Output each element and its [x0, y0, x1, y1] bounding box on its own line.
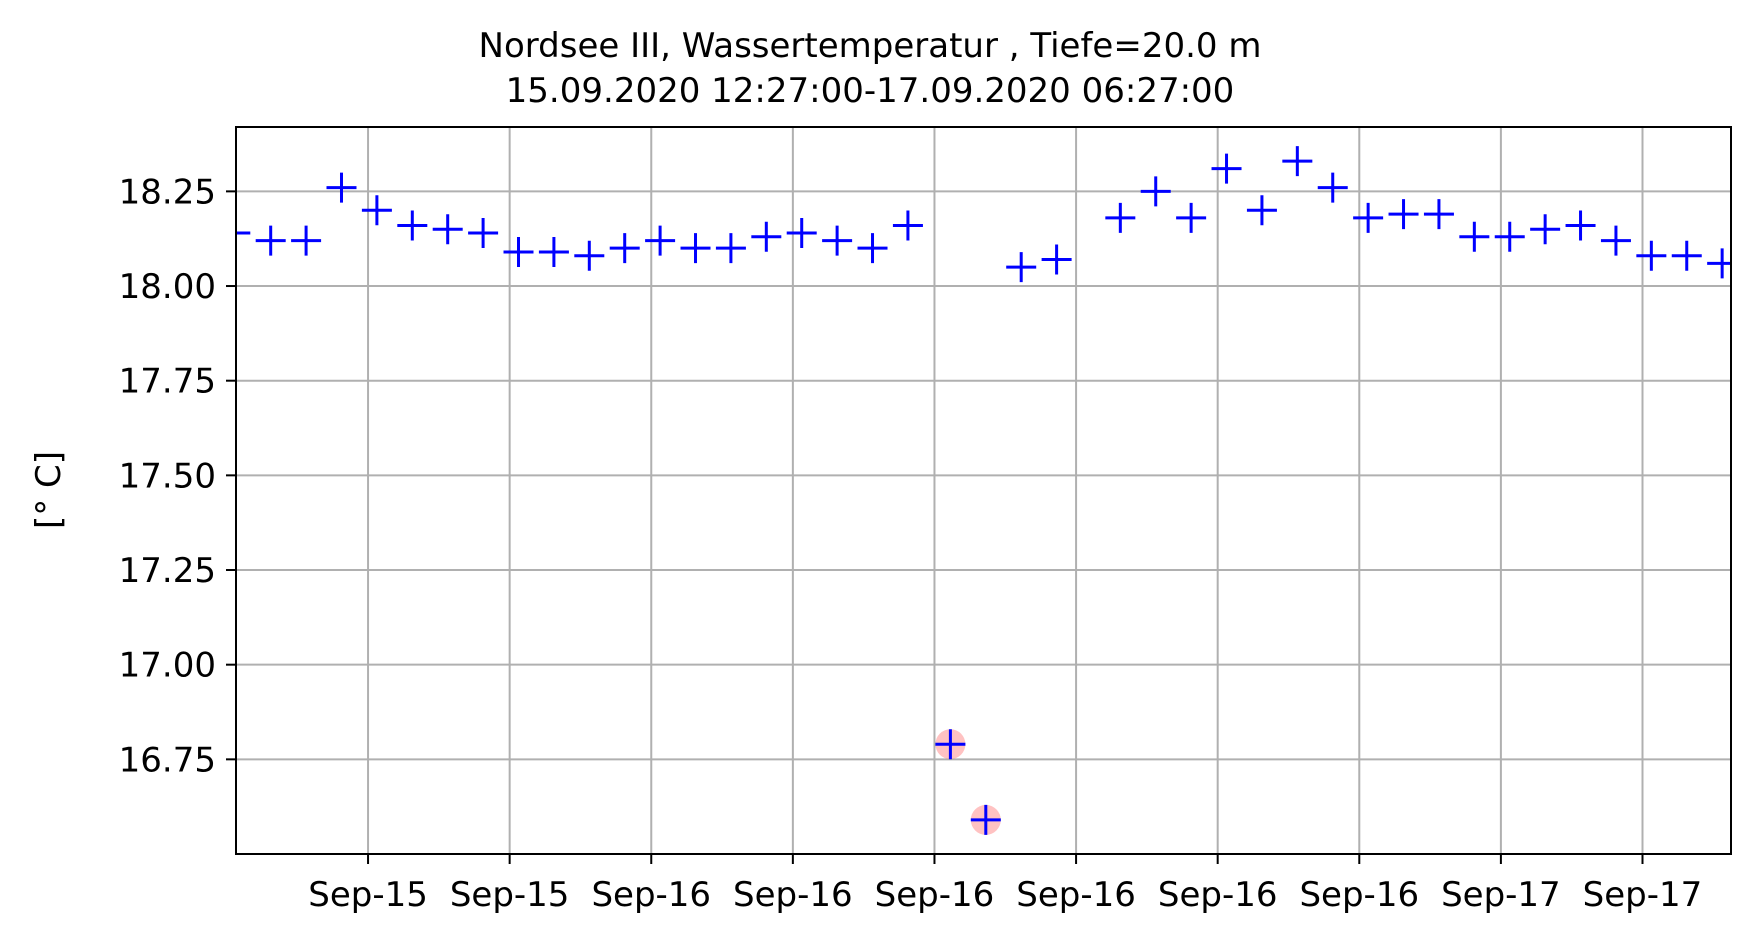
data-point — [1246, 195, 1277, 226]
data-point — [291, 225, 322, 256]
y-tick-label: 18.00 — [119, 267, 216, 307]
y-tick-label: 17.25 — [119, 551, 216, 591]
data-point — [970, 804, 1001, 835]
x-tick-label: Sep-16 — [875, 875, 995, 915]
data-point — [1041, 244, 1072, 275]
y-tick-label: 16.75 — [119, 740, 216, 780]
data-point — [1530, 214, 1561, 245]
y-tick-label: 17.75 — [119, 362, 216, 402]
data-point — [857, 233, 888, 264]
data-point — [574, 240, 605, 271]
data-point — [1494, 221, 1525, 252]
data-points — [236, 146, 1731, 835]
data-point — [1565, 210, 1596, 241]
data-point — [609, 233, 640, 264]
data-point — [1707, 248, 1731, 279]
grid — [236, 127, 1731, 854]
data-point — [1282, 146, 1313, 177]
data-point — [680, 233, 711, 264]
x-tick-label: Sep-16 — [591, 875, 711, 915]
data-point — [1636, 240, 1667, 271]
y-axis-label: [° C] — [29, 451, 69, 529]
data-point — [1105, 202, 1136, 233]
x-tick-label: Sep-16 — [1016, 875, 1136, 915]
data-point — [1006, 252, 1037, 283]
data-point — [236, 218, 251, 249]
x-tick-label: Sep-15 — [450, 875, 570, 915]
data-point — [1459, 221, 1490, 252]
data-point — [645, 225, 676, 256]
x-tick-label: Sep-16 — [1299, 875, 1419, 915]
y-tick-label: 18.25 — [119, 172, 216, 212]
data-point — [1671, 240, 1702, 271]
axes: 16.75 17.00 17.25 17.50 17.75 18.00 18.25 Sep-1… — [119, 172, 1703, 915]
data-point — [361, 195, 392, 226]
data-point — [1140, 176, 1171, 207]
data-point — [822, 225, 853, 256]
x-tick-label: Sep-17 — [1441, 875, 1561, 915]
data-point — [892, 210, 923, 241]
chart-title: Nordsee III, Wassertemperatur , Tiefe=20… — [478, 26, 1262, 66]
data-point — [326, 172, 357, 203]
data-point — [715, 233, 746, 264]
data-point — [1353, 202, 1384, 233]
chart-subtitle: 15.09.2020 12:27:00-17.09.2020 06:27:00 — [505, 71, 1235, 111]
y-tick-label: 17.00 — [119, 646, 216, 686]
data-point — [1211, 153, 1242, 184]
data-point — [255, 225, 286, 256]
data-point — [397, 210, 428, 241]
data-point — [1423, 199, 1454, 230]
x-tick-label: Sep-17 — [1583, 875, 1703, 915]
data-point — [751, 221, 782, 252]
data-point — [1176, 202, 1207, 233]
data-point — [1600, 225, 1631, 256]
x-tick-label: Sep-15 — [308, 875, 428, 915]
data-point — [1317, 172, 1348, 203]
data-point — [468, 218, 499, 249]
plot-area — [235, 126, 1732, 855]
data-point — [786, 218, 817, 249]
data-point — [503, 236, 534, 267]
x-tick-label: Sep-16 — [1158, 875, 1278, 915]
data-point — [1388, 199, 1419, 230]
x-tick-label: Sep-16 — [733, 875, 853, 915]
data-point — [432, 214, 463, 245]
data-point — [935, 729, 966, 760]
y-tick-label: 17.50 — [119, 456, 216, 496]
data-point — [538, 236, 569, 267]
